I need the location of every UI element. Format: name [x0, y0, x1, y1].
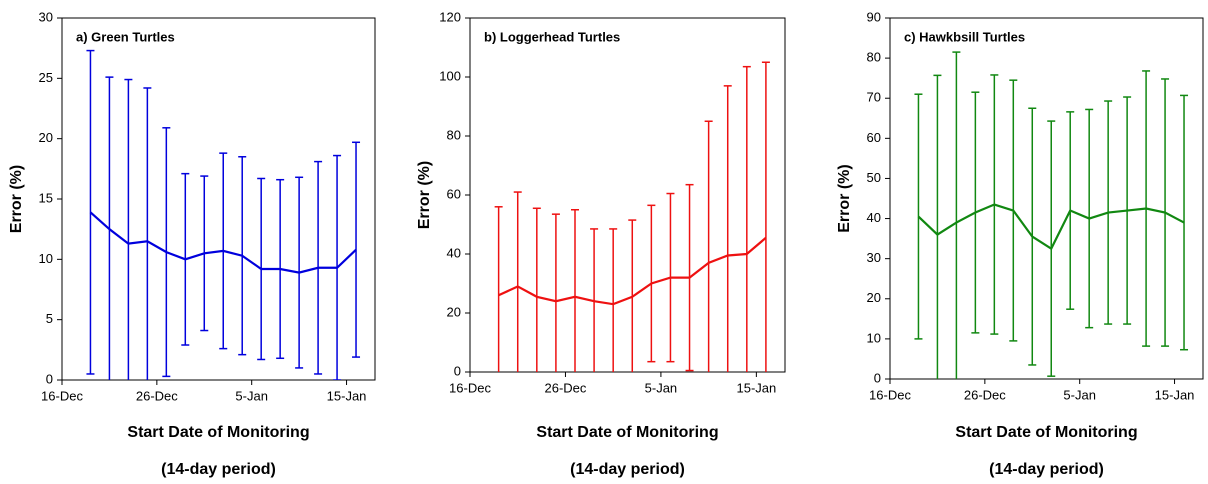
x-axis-note: (14-day period)	[161, 461, 276, 478]
x-tick-label: 16-Dec	[41, 388, 83, 403]
x-tick-label: 5-Jan	[235, 388, 268, 403]
y-tick-label: 10	[39, 251, 53, 266]
y-axis-label: Error (%)	[8, 165, 25, 233]
x-tick-label: 5-Jan	[645, 380, 678, 395]
y-tick-label: 60	[447, 186, 461, 201]
x-tick-label: 26-Dec	[964, 387, 1006, 402]
chart-title: c) Hawkbsill Turtles	[904, 29, 1025, 44]
y-tick-label: 20	[39, 130, 53, 145]
y-axis-label: Error (%)	[416, 161, 433, 229]
y-tick-label: 100	[439, 68, 461, 83]
x-tick-label: 16-Dec	[869, 387, 911, 402]
data-line	[917, 203, 1185, 251]
x-axis-note: (14-day period)	[989, 461, 1104, 478]
chart-title: b) Loggerhead Turtles	[484, 29, 620, 44]
y-tick-label: 20	[867, 290, 881, 305]
data-line	[498, 236, 767, 306]
y-tick-label: 10	[867, 330, 881, 345]
plot-frame	[889, 17, 1204, 380]
y-tick-label: 20	[447, 304, 461, 319]
y-tick-label: 30	[867, 250, 881, 265]
x-axis-label: Start Date of Monitoring	[955, 424, 1137, 441]
y-tick-label: 60	[867, 130, 881, 145]
y-tick-label: 40	[867, 210, 881, 225]
error-bar	[914, 93, 923, 340]
y-tick-label: 70	[867, 90, 881, 105]
y-tick-label: 0	[46, 371, 53, 386]
y-tick-label: 80	[447, 127, 461, 142]
x-tick-label: 15-Jan	[736, 380, 776, 395]
x-tick-label: 5-Jan	[1063, 387, 1096, 402]
x-tick-label: 15-Jan	[1155, 387, 1195, 402]
x-axis-note: (14-day period)	[570, 461, 685, 478]
y-tick-label: 50	[867, 170, 881, 185]
y-tick-label: 30	[39, 9, 53, 24]
panel: 0 10 20 30 40 50 60 70 80 90 16-Dec 26-Dec 5-Jan 15-J…	[836, 9, 1204, 478]
chart-title: a) Green Turtles	[76, 29, 175, 44]
x-tick-label: 15-Jan	[327, 388, 367, 403]
x-tick-label: 16-Dec	[449, 380, 491, 395]
error-bar	[1180, 94, 1189, 351]
data-line	[89, 211, 357, 274]
error-bars	[86, 49, 361, 380]
y-tick-label: 25	[39, 70, 53, 85]
y-axis-label: Error (%)	[836, 164, 853, 232]
panel: 0 5 10 15 20 25 30 16-Dec 26-Dec 5-Jan 15-Jan a) Gr…	[8, 9, 376, 478]
x-axis-label: Start Date of Monitoring	[127, 424, 309, 441]
y-tick-label: 15	[39, 190, 53, 205]
x-tick-label: 26-Dec	[544, 380, 586, 395]
y-tick-label: 5	[46, 311, 53, 326]
y-tick-label: 120	[439, 9, 461, 24]
x-axis-label: Start Date of Monitoring	[536, 424, 718, 441]
panel: 0 20 40 60 80 100 120 16-Dec 26-Dec 5-Jan 15-Jan b)…	[416, 9, 786, 478]
y-tick-label: 40	[447, 245, 461, 260]
x-tick-label: 26-Dec	[136, 388, 178, 403]
y-tick-label: 80	[867, 50, 881, 65]
y-tick-label: 0	[874, 370, 881, 385]
y-tick-label: 90	[867, 9, 881, 24]
y-tick-label: 0	[454, 363, 461, 378]
error-bars	[494, 61, 770, 372]
